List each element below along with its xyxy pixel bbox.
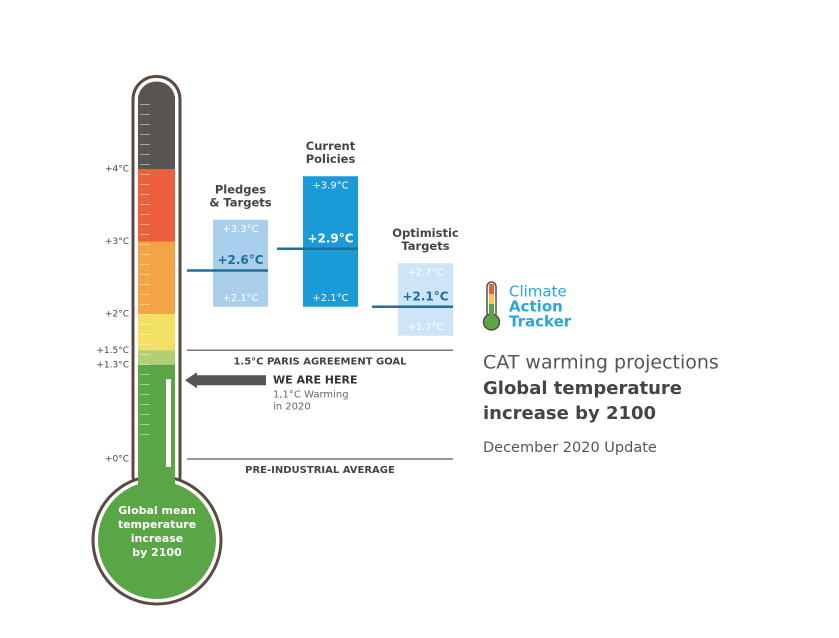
- current-note: in 2020: [273, 401, 311, 412]
- range-box: [398, 263, 453, 336]
- category-label: Targets: [401, 239, 449, 253]
- high-label: +3.9°C: [312, 180, 348, 191]
- reference-label: 1.5°C PARIS AGREEMENT GOAL: [233, 356, 407, 367]
- title: Global temperature: [483, 378, 682, 399]
- tube-border-fix: [138, 479, 175, 509]
- category-label: Pledges: [215, 182, 266, 196]
- logo-text: Action: [509, 298, 563, 316]
- category-label: Optimistic: [392, 226, 459, 240]
- band: [138, 241, 175, 314]
- high-label: +3.3°C: [222, 224, 258, 235]
- bulb: [98, 481, 216, 599]
- logo-text: Tracker: [509, 313, 572, 331]
- logo-text: Climate: [509, 283, 567, 301]
- mid-label: +2.6°C: [217, 253, 263, 267]
- subtitle: December 2020 Update: [483, 440, 657, 456]
- bulb-text: Global mean: [118, 504, 195, 517]
- mid-label: +2.1°C: [402, 289, 448, 303]
- range-box: [213, 219, 268, 307]
- range-box: [303, 176, 358, 307]
- current-bar: [166, 379, 171, 467]
- y-tick-label: +4°C: [105, 165, 129, 175]
- current-label: WE ARE HERE: [273, 373, 358, 386]
- title: CAT warming projections: [483, 352, 719, 374]
- bulb-text: temperature: [118, 518, 196, 531]
- mid-label: +2.9°C: [307, 231, 353, 245]
- low-label: +1.7°C: [407, 322, 443, 333]
- logo-fill-low: [489, 304, 494, 318]
- y-tick-label: +1.5°C: [96, 346, 129, 356]
- y-tick-label: +3°C: [105, 237, 129, 247]
- band: [138, 96, 175, 169]
- title: increase by 2100: [483, 403, 656, 424]
- logo-fill-mid: [489, 294, 494, 304]
- category-label: & Targets: [209, 195, 271, 209]
- band: [138, 314, 175, 351]
- category-label: Policies: [306, 152, 356, 166]
- bulb-text: increase: [131, 532, 183, 545]
- low-label: +2.1°C: [312, 293, 348, 304]
- arrow: [185, 372, 266, 389]
- logo-fill-top: [489, 284, 494, 294]
- band: [138, 169, 175, 242]
- reference-label: PRE-INDUSTRIAL AVERAGE: [245, 465, 395, 476]
- low-label: +2.1°C: [222, 293, 258, 304]
- bulb-text: by 2100: [132, 546, 182, 559]
- band: [138, 350, 175, 365]
- current-note: 1,1°C Warming: [273, 389, 349, 400]
- high-label: +2.7°C: [407, 267, 443, 278]
- category-label: Current: [306, 139, 356, 153]
- y-tick-label: +2°C: [105, 310, 129, 320]
- y-tick-label: +1.3°C: [96, 360, 129, 370]
- y-tick-label: +0°C: [105, 455, 129, 465]
